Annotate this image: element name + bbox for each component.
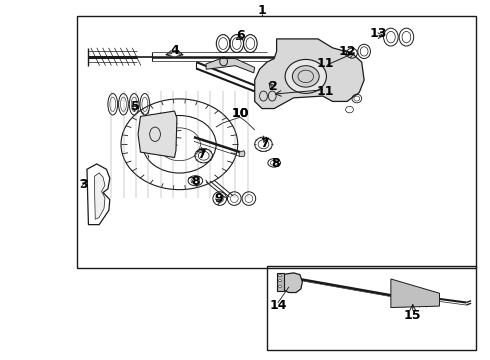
Polygon shape: [276, 273, 284, 291]
Ellipse shape: [278, 280, 281, 282]
Text: 15: 15: [404, 309, 421, 321]
Text: 10: 10: [231, 107, 249, 120]
Polygon shape: [281, 273, 302, 293]
Text: 10: 10: [231, 107, 249, 120]
Text: 7: 7: [197, 148, 206, 161]
Polygon shape: [391, 279, 440, 307]
Text: 14: 14: [270, 298, 287, 311]
Text: 1: 1: [258, 4, 267, 17]
Text: 3: 3: [79, 178, 88, 191]
Polygon shape: [94, 173, 105, 219]
Text: 8: 8: [271, 157, 279, 170]
Text: 12: 12: [339, 45, 356, 58]
Text: 11: 11: [317, 85, 334, 98]
Ellipse shape: [285, 59, 326, 93]
Text: 13: 13: [370, 27, 388, 40]
Text: 2: 2: [269, 80, 277, 93]
Text: 6: 6: [236, 29, 245, 42]
Text: 9: 9: [214, 192, 222, 205]
Text: 8: 8: [191, 175, 200, 188]
Polygon shape: [239, 151, 245, 157]
Ellipse shape: [278, 275, 281, 277]
Text: 5: 5: [131, 100, 140, 113]
Text: 11: 11: [317, 57, 334, 71]
Polygon shape: [255, 39, 364, 109]
Ellipse shape: [278, 285, 281, 288]
Ellipse shape: [293, 66, 319, 87]
Polygon shape: [138, 111, 177, 157]
Text: 7: 7: [260, 137, 269, 150]
Text: 4: 4: [170, 44, 179, 57]
Polygon shape: [206, 59, 255, 73]
